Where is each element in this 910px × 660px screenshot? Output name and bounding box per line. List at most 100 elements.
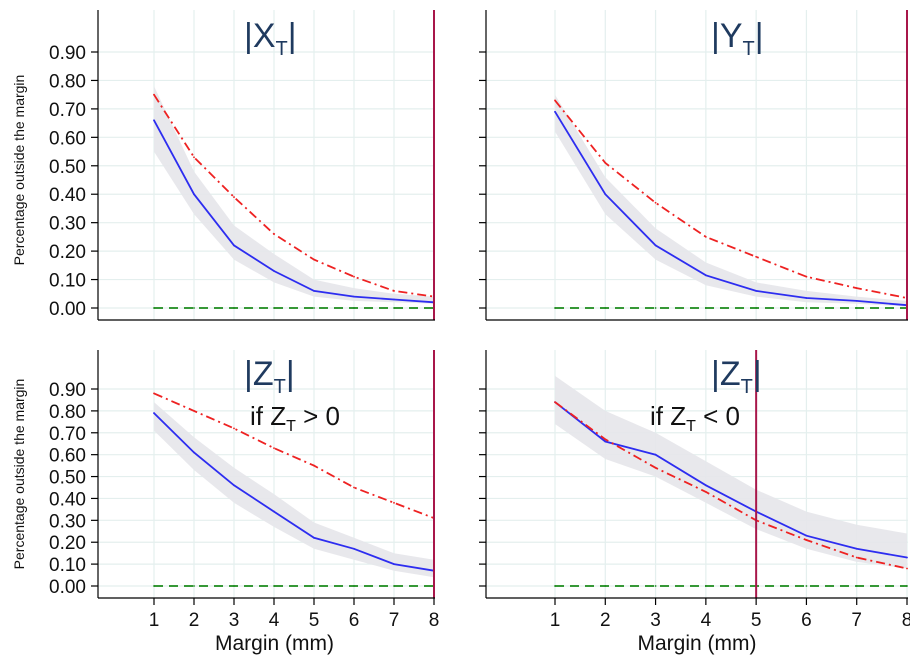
gridlines [98, 10, 435, 320]
data-point [193, 451, 195, 454]
series-dashdot-line [554, 401, 908, 570]
data-point [153, 392, 155, 395]
data-point [273, 307, 275, 309]
data-point [855, 556, 858, 559]
y-tick-label: 0.80 [49, 402, 86, 423]
data-point [193, 193, 195, 196]
condition-main: if Z [650, 401, 686, 431]
data-point [393, 501, 395, 504]
condition-suffix: > 0 [296, 401, 340, 431]
y-tick-label: 0.20 [49, 533, 86, 554]
data-point [353, 275, 355, 278]
data-point [855, 287, 858, 289]
y-tick-label: 0.30 [49, 511, 86, 532]
condition-suffix: < 0 [696, 401, 740, 431]
y-tick-label: 0.00 [49, 299, 86, 320]
gridlines [486, 350, 908, 598]
data-point [906, 585, 908, 587]
series-dashdot-line [554, 99, 908, 299]
panel-title-main: |Z [244, 355, 274, 393]
data-point [604, 307, 607, 309]
panel-title: |XT| [244, 17, 297, 60]
data-point [393, 307, 395, 309]
data-point [193, 307, 195, 309]
data-point [233, 196, 235, 198]
series-solid-line [554, 401, 908, 559]
x-tick-label: 5 [751, 610, 762, 631]
data-point [193, 156, 195, 159]
data-point [233, 427, 235, 430]
data-point [313, 585, 315, 587]
data-point [554, 585, 556, 587]
data-point [353, 307, 355, 309]
y-tick-label: 0.90 [49, 43, 86, 64]
data-point [855, 307, 858, 309]
confidence-band [154, 86, 434, 304]
data-point [604, 585, 607, 587]
y-tick-label: 0.10 [49, 555, 86, 576]
data-point [704, 274, 707, 277]
x-tick-label: 7 [851, 610, 862, 631]
data-point [233, 484, 235, 487]
condition-main: if Z [250, 401, 286, 431]
data-point [805, 539, 808, 541]
data-point [906, 556, 908, 559]
data-point [554, 401, 556, 404]
confidence-band [154, 402, 434, 578]
data-point [704, 585, 707, 587]
panel-1: 0.00 0.10 0.20 0.30 0.40 0.50 0.60 0.70 0.80 0.90… [11, 10, 435, 321]
axes [91, 10, 435, 321]
data-point [353, 295, 355, 298]
axes [91, 350, 435, 605]
data-point [273, 585, 275, 587]
data-point [313, 290, 315, 292]
data-point [273, 510, 275, 513]
data-point [313, 258, 315, 261]
x-tick-label: 2 [189, 610, 200, 631]
data-point [855, 585, 858, 587]
panel-title: |ZT| [711, 355, 762, 398]
data-point [755, 255, 758, 258]
data-point [906, 567, 908, 570]
data-point [233, 585, 235, 587]
series-solid-line [153, 412, 435, 572]
data-point [704, 307, 707, 309]
y-tick-label: 0.10 [49, 271, 86, 292]
data-point [704, 235, 707, 238]
x-tick-label: 4 [269, 610, 280, 631]
panel-condition: if ZT > 0 [250, 401, 340, 435]
condition-subscript: T [286, 418, 296, 435]
data-point [153, 585, 155, 587]
data-point [153, 119, 155, 122]
panel-title-suffix: | [286, 355, 295, 393]
data-point [805, 297, 808, 299]
data-point [554, 99, 556, 102]
panel-title-suffix: | [288, 17, 297, 55]
data-point [805, 275, 808, 278]
x-tick-label: 8 [429, 610, 440, 631]
data-point [805, 534, 808, 537]
y-tick-label: 0.70 [49, 100, 86, 121]
data-point [353, 486, 355, 489]
series-dashdot-line [153, 94, 435, 298]
condition-subscript: T [686, 418, 696, 435]
data-point [654, 201, 657, 204]
x-tick-label: 2 [600, 610, 611, 631]
data-point [704, 484, 707, 487]
panel-title-suffix: | [753, 355, 762, 393]
data-point [654, 307, 657, 309]
axes [479, 10, 908, 321]
x-tick-label: 7 [389, 610, 400, 631]
data-point [153, 412, 155, 414]
series-dashdot-line [153, 392, 435, 519]
x-tick-label: 3 [229, 610, 240, 631]
y-tick-label: 0.70 [49, 424, 86, 445]
data-point [755, 290, 758, 292]
y-tick-label: 0.40 [49, 185, 86, 206]
data-point [755, 307, 758, 309]
confidence-band [555, 94, 907, 307]
panel-title: |ZT| [244, 355, 295, 398]
panel-title-subscript: T [741, 376, 753, 398]
